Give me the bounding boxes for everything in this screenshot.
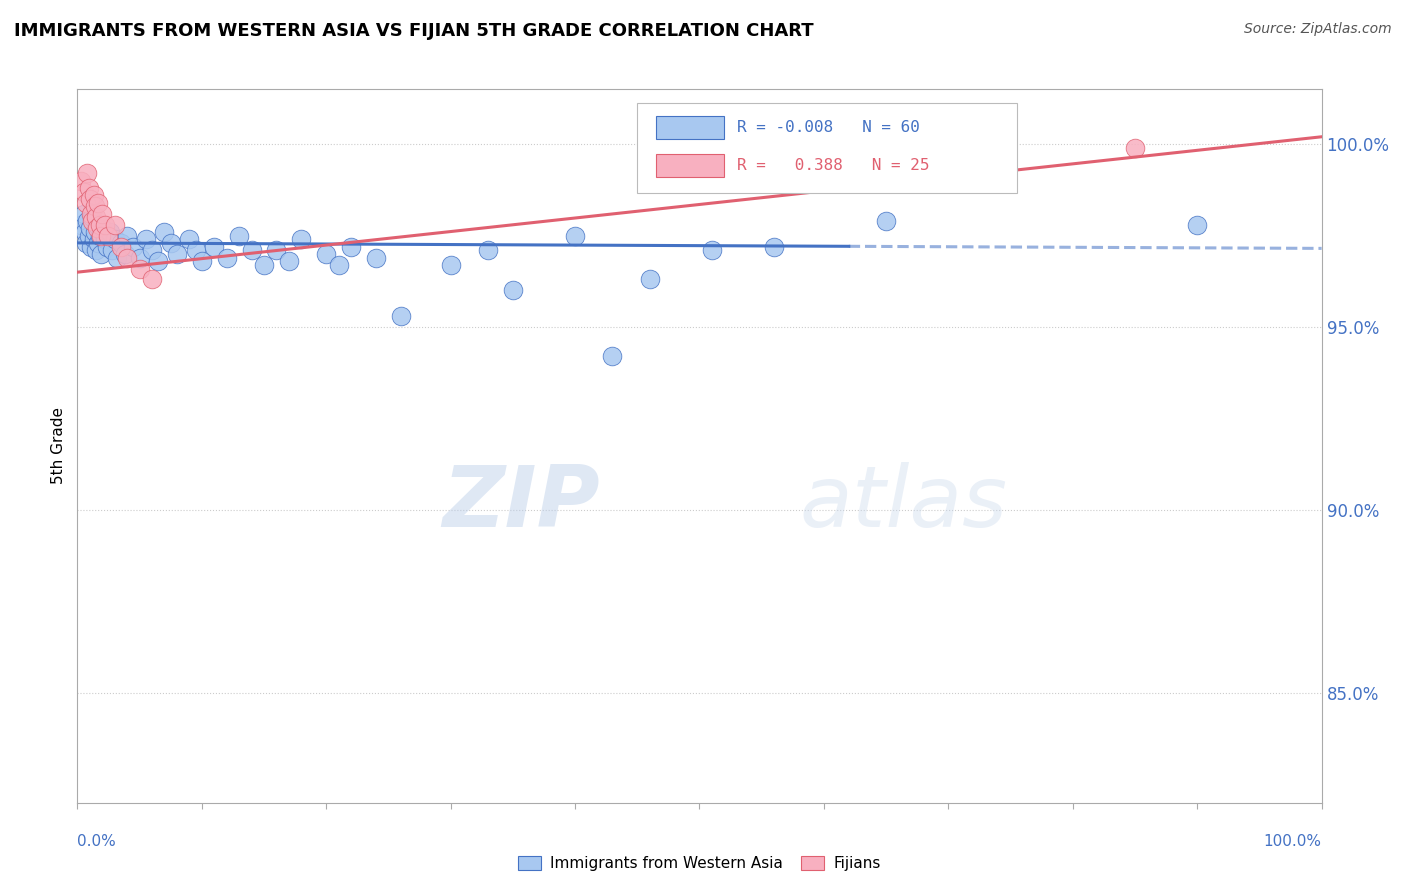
Point — [105, 251, 128, 265]
Point — [166, 247, 188, 261]
Point — [115, 228, 138, 243]
Point — [96, 239, 118, 253]
Legend: Immigrants from Western Asia, Fijians: Immigrants from Western Asia, Fijians — [512, 849, 887, 877]
Point — [93, 218, 115, 232]
Text: R =   0.388   N = 25: R = 0.388 N = 25 — [737, 158, 929, 173]
Point — [277, 254, 299, 268]
Point — [89, 228, 111, 243]
Point — [763, 239, 786, 253]
Point — [70, 174, 93, 188]
Point — [72, 185, 94, 199]
Point — [93, 232, 115, 246]
Point — [83, 188, 105, 202]
Point — [72, 206, 94, 220]
Point — [91, 206, 114, 220]
Point — [215, 251, 238, 265]
Point — [364, 251, 387, 265]
Point — [114, 247, 136, 261]
Point — [159, 235, 181, 250]
Point — [104, 232, 127, 246]
Bar — [657, 116, 724, 139]
Point — [700, 244, 723, 258]
Point — [266, 244, 288, 258]
Point — [101, 244, 124, 258]
Point — [97, 228, 120, 243]
Point — [228, 228, 250, 243]
Point — [70, 218, 93, 232]
FancyBboxPatch shape — [637, 103, 1017, 193]
Point — [875, 214, 897, 228]
Point — [73, 225, 96, 239]
Point — [184, 244, 207, 258]
Point — [240, 244, 263, 258]
Point — [122, 239, 145, 253]
Point — [1187, 218, 1209, 232]
Point — [76, 214, 98, 228]
Bar — [657, 154, 724, 177]
Text: atlas: atlas — [799, 461, 1007, 545]
Text: R = -0.008   N = 60: R = -0.008 N = 60 — [737, 120, 920, 136]
Point — [84, 244, 107, 258]
Point — [115, 251, 138, 265]
Point — [477, 244, 499, 258]
Point — [110, 239, 132, 253]
Point — [110, 235, 132, 250]
Point — [1123, 141, 1146, 155]
Point — [564, 228, 586, 243]
Point — [75, 195, 97, 210]
Point — [141, 244, 163, 258]
Point — [104, 218, 127, 232]
Point — [75, 235, 97, 250]
Point — [77, 181, 100, 195]
Point — [202, 239, 225, 253]
Point — [87, 195, 110, 210]
Point — [86, 218, 108, 232]
Point — [128, 261, 150, 276]
Point — [315, 247, 337, 261]
Point — [91, 221, 114, 235]
Point — [82, 211, 104, 225]
Point — [77, 228, 100, 243]
Point — [79, 221, 101, 235]
Point — [83, 225, 105, 239]
Point — [128, 251, 150, 265]
Point — [84, 211, 107, 225]
Point — [148, 254, 170, 268]
Point — [89, 218, 111, 232]
Point — [340, 239, 363, 253]
Point — [80, 239, 103, 253]
Point — [179, 232, 201, 246]
Point — [253, 258, 276, 272]
Point — [502, 284, 524, 298]
Point — [389, 309, 412, 323]
Point — [87, 235, 110, 250]
Point — [98, 225, 121, 239]
Point — [83, 199, 105, 213]
Point — [191, 254, 214, 268]
Text: 0.0%: 0.0% — [77, 834, 117, 849]
Text: IMMIGRANTS FROM WESTERN ASIA VS FIJIAN 5TH GRADE CORRELATION CHART: IMMIGRANTS FROM WESTERN ASIA VS FIJIAN 5… — [14, 22, 814, 40]
Point — [76, 166, 98, 180]
Point — [83, 232, 105, 246]
Point — [440, 258, 463, 272]
Point — [851, 145, 873, 159]
Point — [602, 349, 624, 363]
Text: ZIP: ZIP — [443, 461, 600, 545]
Point — [638, 272, 661, 286]
Point — [90, 247, 112, 261]
Point — [86, 221, 108, 235]
Point — [135, 232, 157, 246]
Text: Source: ZipAtlas.com: Source: ZipAtlas.com — [1244, 22, 1392, 37]
Point — [328, 258, 350, 272]
Text: 100.0%: 100.0% — [1264, 834, 1322, 849]
Point — [141, 272, 163, 286]
Point — [90, 228, 112, 243]
Point — [153, 225, 176, 239]
Y-axis label: 5th Grade: 5th Grade — [51, 408, 66, 484]
Point — [82, 214, 104, 228]
Point — [80, 206, 103, 220]
Point — [290, 232, 312, 246]
Point — [79, 192, 101, 206]
